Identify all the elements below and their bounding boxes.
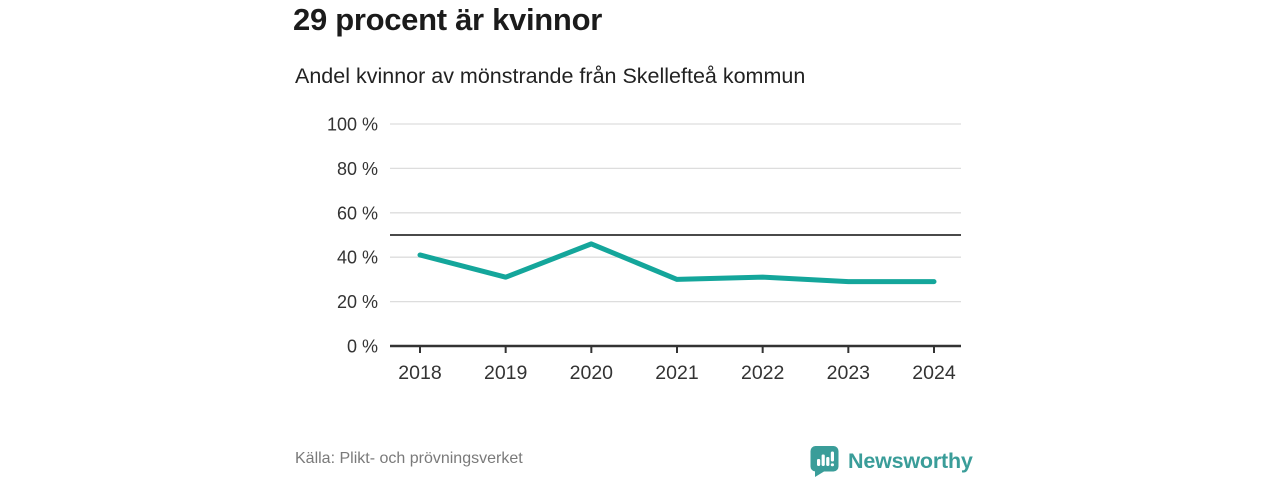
x-tick-label: 2020 bbox=[570, 362, 614, 384]
x-tick-label: 2022 bbox=[741, 362, 784, 384]
line-chart: 2018 2019 2020 2021 2022 2023 2024 0 % 20 % 40 % 6… bbox=[328, 108, 980, 400]
x-tick-label: 2023 bbox=[827, 362, 870, 384]
y-tick-label: 40 % bbox=[337, 248, 378, 268]
x-tick-label: 2019 bbox=[484, 362, 527, 384]
chart-subtitle: Andel kvinnor av mönstrande från Skellef… bbox=[295, 64, 806, 88]
y-tick-label: 80 % bbox=[337, 159, 378, 179]
chart-title: 29 procent är kvinnor bbox=[293, 2, 602, 37]
y-tick-label: 0 % bbox=[347, 337, 378, 357]
data-line bbox=[417, 241, 937, 285]
x-tick-label: 2024 bbox=[912, 362, 956, 384]
y-tick-label: 60 % bbox=[337, 203, 378, 223]
line-chart-canvas: 2018 2019 2020 2021 2022 2023 2024 0 % 20 % 40 % 6… bbox=[328, 115, 961, 384]
x-tick-label: 2021 bbox=[655, 362, 698, 384]
source-note: Källa: Plikt- och prövningsverket bbox=[295, 450, 523, 467]
x-tick-label: 2018 bbox=[398, 362, 441, 384]
newsworthy-logo-icon bbox=[810, 446, 839, 477]
y-tick-label: 100 % bbox=[328, 115, 378, 135]
newsworthy-wordmark: Newsworthy bbox=[848, 448, 973, 473]
newsworthy-brand: Newsworthy bbox=[810, 445, 973, 477]
y-tick-label: 20 % bbox=[337, 292, 378, 312]
